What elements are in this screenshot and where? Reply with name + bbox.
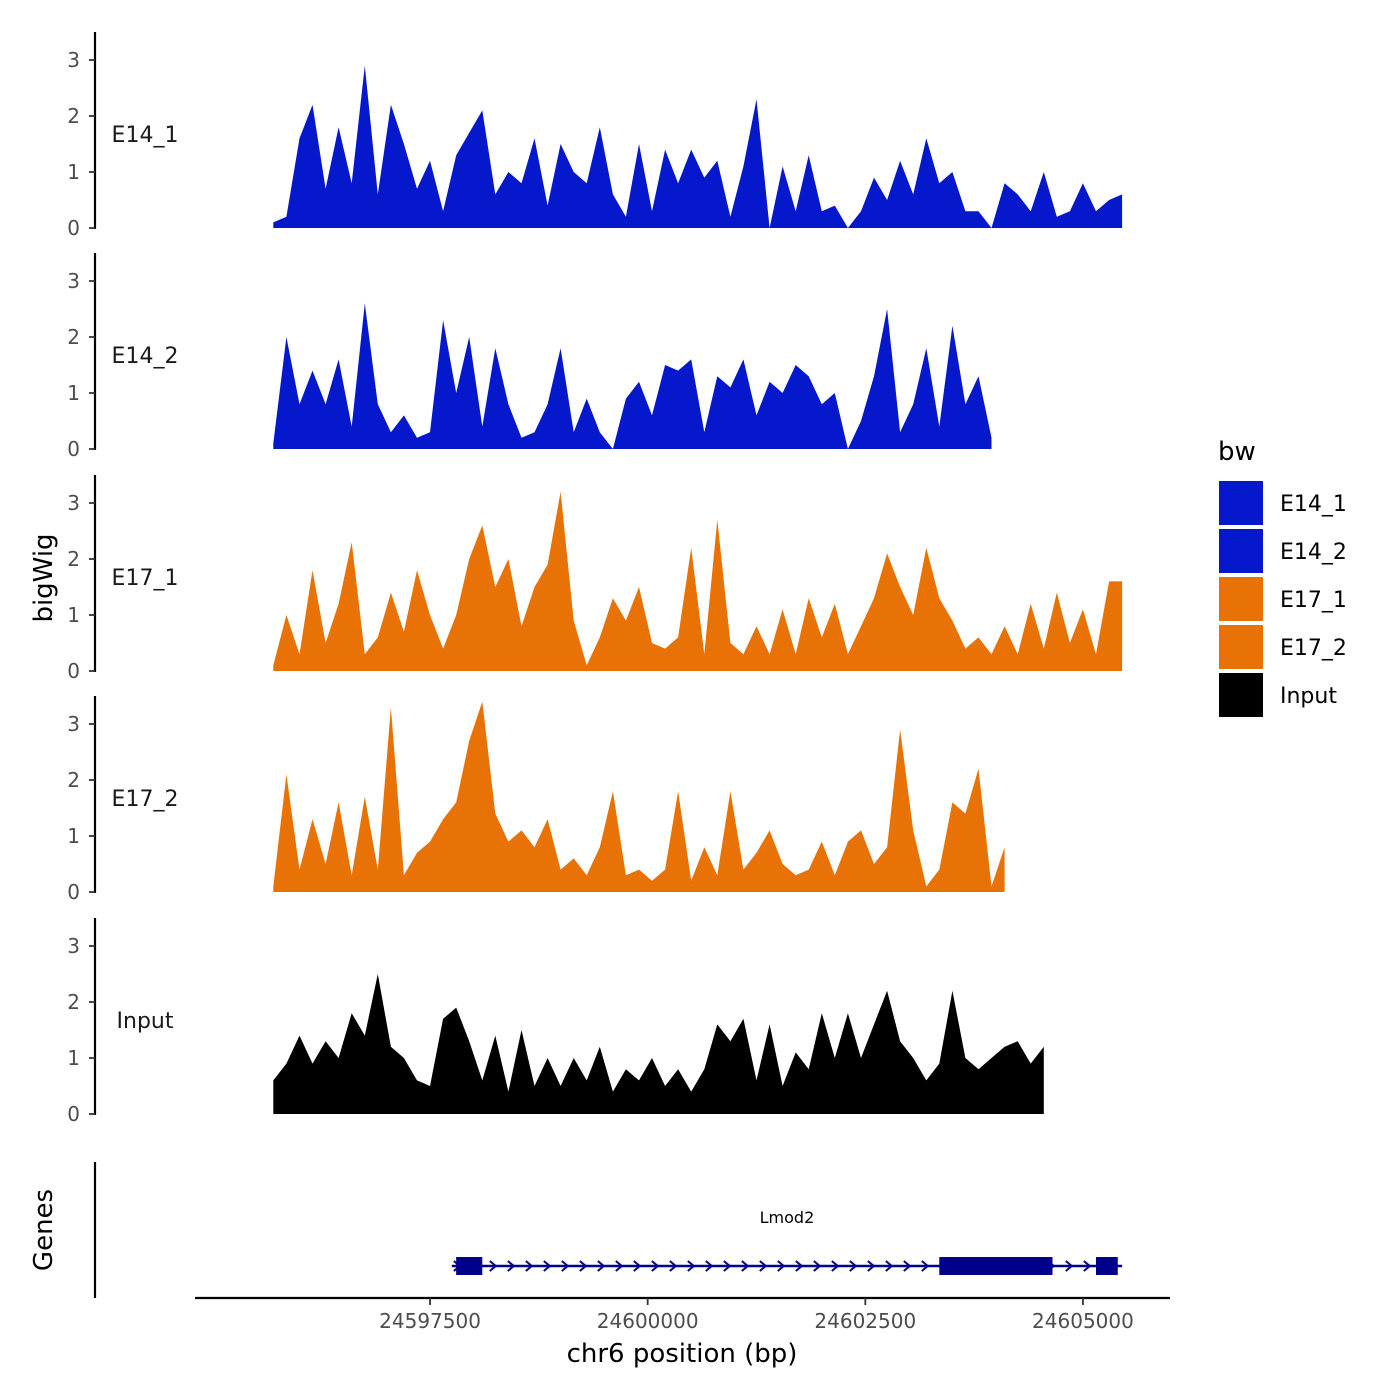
y-tick-label-E17_2-1: 1 [67, 824, 80, 848]
legend-label-E14_2: E14_2 [1280, 540, 1347, 565]
strand-arrow [597, 1260, 606, 1272]
strand-arrow [651, 1260, 660, 1272]
y-axis-title: bigWig [29, 533, 59, 622]
x-tick-label-24602500: 24602500 [814, 1309, 916, 1333]
y-tick-label-E14_2-2: 2 [67, 325, 80, 349]
track-E14_1: 0 1 2 3 E14_1 [67, 32, 1123, 240]
strand-arrow [849, 1260, 858, 1272]
strand-arrow [543, 1260, 552, 1272]
strand-arrow [1083, 1260, 1092, 1272]
gene-label-Lmod2: Lmod2 [760, 1208, 815, 1227]
y-tick-label-E17_2-3: 3 [67, 712, 80, 736]
y-tick-label-E17_2-0: 0 [67, 880, 80, 904]
y-tick-label-E17_1-2: 2 [67, 547, 80, 571]
legend-label-E17_2: E17_2 [1280, 636, 1347, 661]
y-tick-label-E17_1-0: 0 [67, 659, 80, 683]
strand-arrow [561, 1260, 570, 1272]
strand-arrow [921, 1260, 930, 1272]
track-E17_2: 0 1 2 3 E17_2 [67, 696, 1005, 904]
strand-arrow [741, 1260, 750, 1272]
legend-label-E14_1: E14_1 [1280, 492, 1347, 517]
track-E14_2: 0 1 2 3 E14_2 [67, 253, 992, 461]
strand-arrow [579, 1260, 588, 1272]
exon-1 [456, 1257, 483, 1275]
strand-arrow [759, 1260, 768, 1272]
legend-key-E17_2 [1217, 623, 1265, 671]
y-tick-label-Input-2: 2 [67, 990, 80, 1014]
strand-arrow [885, 1260, 894, 1272]
strand-arrow [777, 1260, 786, 1272]
genes-panel: Genes Lmod2 [29, 1162, 1123, 1298]
strand-arrow [903, 1260, 912, 1272]
exon-2 [939, 1257, 1053, 1275]
strand-arrow [831, 1260, 840, 1272]
area-E14_1 [273, 65, 1123, 228]
strand-arrow [615, 1260, 624, 1272]
track-E17_1: 0 1 2 3 E17_1 [67, 475, 1123, 683]
strand-arrow [507, 1260, 516, 1272]
y-tick-label-E14_2-0: 0 [67, 437, 80, 461]
strand-arrow [795, 1260, 804, 1272]
y-tick-label-E14_2-1: 1 [67, 381, 80, 405]
legend-key-E14_1 [1217, 479, 1265, 527]
track-label-E17_2: E17_2 [112, 787, 179, 812]
gene-Lmod2: Lmod2 [451, 1208, 1123, 1275]
y-tick-label-E14_1-2: 2 [67, 104, 80, 128]
track-label-Input: Input [117, 1009, 174, 1034]
strand-arrow [489, 1260, 498, 1272]
area-Input [273, 974, 1044, 1114]
legend-title: bw [1218, 437, 1256, 467]
track-label-E14_2: E14_2 [112, 344, 179, 369]
y-tick-label-E17_1-3: 3 [67, 491, 80, 515]
area-E17_1 [273, 491, 1123, 671]
strand-arrow [723, 1260, 732, 1272]
track-label-E17_1: E17_1 [112, 566, 179, 591]
strand-arrow [813, 1260, 822, 1272]
legend-label-E17_1: E17_1 [1280, 588, 1347, 613]
y-tick-label-E14_1-3: 3 [67, 48, 80, 72]
strand-arrow [669, 1260, 678, 1272]
area-E14_2 [273, 303, 992, 449]
x-tick-label-24600000: 24600000 [597, 1309, 699, 1333]
y-tick-label-Input-0: 0 [67, 1102, 80, 1126]
y-tick-label-E14_1-1: 1 [67, 160, 80, 184]
strand-arrow [1065, 1260, 1074, 1272]
legend-label-Input: Input [1280, 684, 1337, 709]
strand-arrow [867, 1260, 876, 1272]
legend-key-Input [1217, 671, 1265, 719]
x-axis-title: chr6 position (bp) [567, 1339, 798, 1369]
x-tick-label-24597500: 24597500 [379, 1309, 481, 1333]
legend-key-E14_2 [1217, 527, 1265, 575]
legend-key-E17_1 [1217, 575, 1265, 623]
strand-arrow [525, 1260, 534, 1272]
signal-tracks: 0 1 2 3 E14_1 0 1 2 3 E14_2 0 1 2 3 E17_1 0 1 2 3 E17_2 0 1 2 3… [67, 32, 1123, 1126]
legend: bw E14_1 E14_2 E17_1 E17_2 Input [1217, 437, 1347, 719]
y-tick-label-E17_1-1: 1 [67, 603, 80, 627]
track-label-E14_1: E14_1 [112, 123, 179, 148]
strand-arrow [687, 1260, 696, 1272]
y-tick-label-E14_2-3: 3 [67, 269, 80, 293]
y-tick-label-E14_1-0: 0 [67, 216, 80, 240]
strand-arrow [633, 1260, 642, 1272]
x-tick-label-24605000: 24605000 [1032, 1309, 1134, 1333]
strand-arrow [705, 1260, 714, 1272]
genes-axis-title: Genes [29, 1189, 59, 1271]
track-Input: 0 1 2 3 Input [67, 918, 1044, 1126]
exon-3 [1096, 1257, 1118, 1275]
x-axis: chr6 position (bp) 24597500 24600000 24602… [195, 1296, 1170, 1369]
y-tick-label-E17_2-2: 2 [67, 768, 80, 792]
area-E17_2 [273, 701, 1005, 892]
y-tick-label-Input-3: 3 [67, 934, 80, 958]
y-tick-label-Input-1: 1 [67, 1046, 80, 1070]
